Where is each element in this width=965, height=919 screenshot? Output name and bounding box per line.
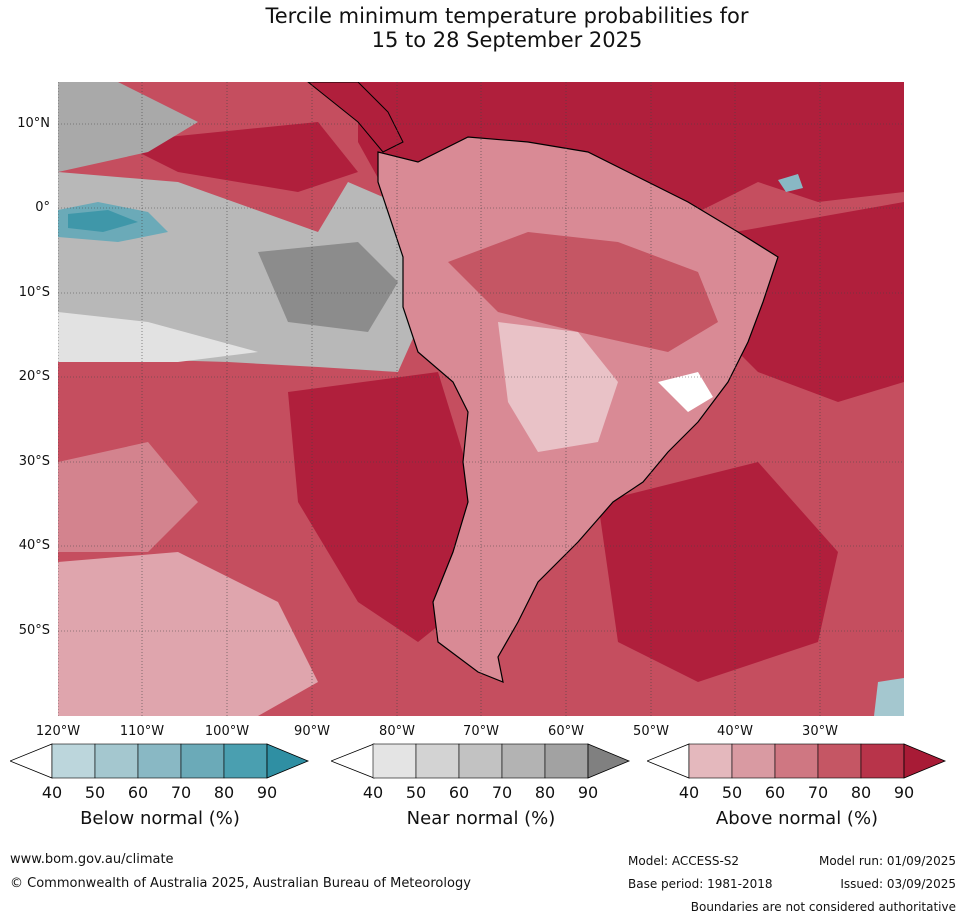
graticule bbox=[58, 82, 904, 716]
above-90-pacific-band bbox=[118, 122, 358, 192]
colorbar-near-label: Near normal (%) bbox=[406, 808, 556, 829]
colorbar-near bbox=[331, 743, 631, 779]
lat-label-40s: 40°S bbox=[18, 538, 50, 553]
colorbar-below-over bbox=[266, 743, 310, 779]
below-normal-small bbox=[778, 174, 803, 192]
colorbar-below-swatch bbox=[223, 743, 268, 779]
central-america-land bbox=[307, 82, 404, 153]
footer-model-run: Model run: 01/09/2025 bbox=[818, 854, 956, 868]
colorbar-below-swatch bbox=[51, 743, 96, 779]
colorbar-above-tick: 50 bbox=[721, 783, 743, 802]
colorbar-above-tick: 70 bbox=[807, 783, 829, 802]
colorbar-above-swatch bbox=[731, 743, 776, 779]
colorbar-near-swatch bbox=[544, 743, 589, 779]
lat-label-20s: 20°S bbox=[18, 369, 50, 384]
colorbar-above-label: Above normal (%) bbox=[715, 808, 879, 829]
colorbar-near-tick: 40 bbox=[362, 783, 384, 802]
lat-label-10n: 10°N bbox=[17, 116, 50, 131]
colorbar-below-swatch bbox=[180, 743, 225, 779]
below-normal-region-core bbox=[68, 210, 138, 232]
lon-label-60w: 60°W bbox=[548, 724, 584, 739]
near-normal-region bbox=[58, 82, 198, 172]
land-above-40 bbox=[498, 322, 618, 452]
above-90-region-pacific bbox=[288, 372, 478, 642]
colorbar-near-swatch bbox=[372, 743, 417, 779]
footer-model: Model: ACCESS-S2 bbox=[628, 854, 740, 868]
lon-label-100w: 100°W bbox=[204, 724, 250, 739]
footer-issued: Issued: 03/09/2025 bbox=[840, 877, 956, 891]
colorbar-near-under bbox=[331, 743, 375, 779]
footer-base-period: Base period: 1981-2018 bbox=[628, 877, 773, 891]
below-normal-south bbox=[874, 678, 904, 716]
colorbar-above-swatch bbox=[817, 743, 862, 779]
near-normal-region-light bbox=[58, 312, 258, 362]
colorbar-near-swatch bbox=[458, 743, 503, 779]
above-90-region-atlantic bbox=[598, 462, 838, 682]
colorbar-below-tick: 70 bbox=[170, 783, 192, 802]
footer-copyright: © Commonwealth of Australia 2025, Austra… bbox=[10, 876, 471, 891]
colorbar-above-tick: 80 bbox=[850, 783, 872, 802]
colorbar-near-tick: 50 bbox=[405, 783, 427, 802]
lon-label-80w: 80°W bbox=[379, 724, 415, 739]
lon-label-50w: 50°W bbox=[633, 724, 669, 739]
lat-label-0: 0° bbox=[35, 200, 50, 215]
colorbar-near-tick: 60 bbox=[448, 783, 470, 802]
land-near-white bbox=[658, 372, 713, 412]
colorbar-above-swatch bbox=[774, 743, 819, 779]
colorbar-near-swatches bbox=[372, 743, 589, 779]
map-title: Tercile minimum temperature probabilitie… bbox=[0, 4, 965, 52]
colorbar-below-tick: 40 bbox=[41, 783, 63, 802]
colorbar-below-tick: 80 bbox=[213, 783, 235, 802]
colorbar-below-tick: 60 bbox=[127, 783, 149, 802]
above-40-region-southwest bbox=[58, 552, 318, 716]
colorbar-below bbox=[10, 743, 310, 779]
lon-label-30w: 30°W bbox=[802, 724, 838, 739]
colorbar-above-swatch bbox=[688, 743, 733, 779]
colorbar-above-tick: 90 bbox=[893, 783, 915, 802]
colorbar-near-tick: 90 bbox=[577, 783, 599, 802]
colorbar-above-swatches bbox=[688, 743, 905, 779]
lon-label-40w: 40°W bbox=[717, 724, 753, 739]
colorbar-above bbox=[647, 743, 947, 779]
colorbar-below-tick: 90 bbox=[256, 783, 278, 802]
colorbar-near-swatch bbox=[415, 743, 460, 779]
lat-label-50s: 50°S bbox=[18, 623, 50, 638]
colorbar-below-swatches bbox=[51, 743, 268, 779]
lon-label-110w: 110°W bbox=[119, 724, 165, 739]
lat-label-30s: 30°S bbox=[18, 454, 50, 469]
lat-label-10s: 10°S bbox=[18, 285, 50, 300]
footer-url[interactable]: www.bom.gov.au/climate bbox=[10, 852, 174, 867]
title-line-2: 15 to 28 September 2025 bbox=[371, 28, 643, 52]
colorbar-below-under bbox=[10, 743, 53, 779]
colorbar-above-tick: 40 bbox=[678, 783, 700, 802]
above-50-region-west bbox=[58, 442, 198, 552]
colorbar-below-swatch bbox=[137, 743, 182, 779]
colorbar-below-swatch bbox=[94, 743, 139, 779]
colorbar-above-over bbox=[903, 743, 947, 779]
colorbar-near-tick: 80 bbox=[534, 783, 556, 802]
colorbar-above-under bbox=[647, 743, 690, 779]
lon-label-90w: 90°W bbox=[294, 724, 330, 739]
probability-map bbox=[58, 82, 904, 716]
title-line-1: Tercile minimum temperature probabilitie… bbox=[265, 4, 749, 28]
colorbar-above-swatch bbox=[860, 743, 905, 779]
near-normal-region-dark bbox=[258, 242, 398, 332]
footer-disclaimer: Boundaries are not considered authoritat… bbox=[690, 900, 956, 914]
colorbar-above-tick: 60 bbox=[764, 783, 786, 802]
lon-label-70w: 70°W bbox=[463, 724, 499, 739]
colorbar-near-tick: 70 bbox=[491, 783, 513, 802]
colorbar-below-tick: 50 bbox=[84, 783, 106, 802]
lon-label-120w: 120°W bbox=[35, 724, 81, 739]
colorbar-below-label: Below normal (%) bbox=[80, 808, 240, 829]
land-above-80 bbox=[448, 232, 718, 352]
colorbar-near-swatch bbox=[501, 743, 546, 779]
colorbar-near-over bbox=[587, 743, 631, 779]
